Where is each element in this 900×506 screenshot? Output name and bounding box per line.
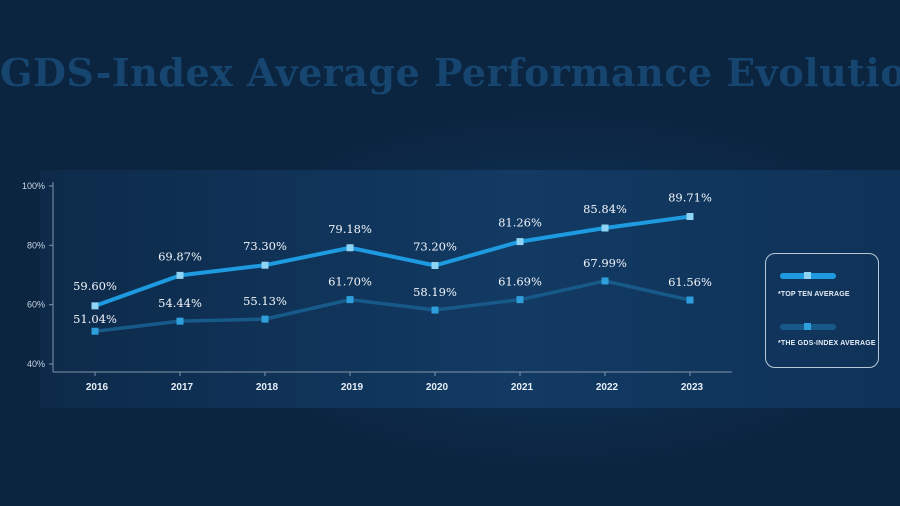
- x-tick-label: 2016: [86, 382, 109, 393]
- chart-value-labels: 59.60% 69.87% 73.30% 79.18% 73.20% 81.26% 85.8…: [73, 191, 712, 327]
- data-label-top-ten-2023: 89.71%: [668, 191, 712, 205]
- data-point-gds-index-2019: [346, 296, 354, 304]
- x-tick-label: 2018: [256, 382, 279, 393]
- x-tick-label: 2019: [341, 382, 364, 393]
- data-point-gds-index-2017: [176, 317, 184, 325]
- chart-lines: [91, 213, 694, 335]
- x-tick-label: 2020: [426, 382, 449, 393]
- data-point-gds-index-2021: [516, 296, 524, 304]
- data-point-top-ten-2016: [91, 302, 99, 310]
- x-tick-label: 2017: [171, 382, 194, 393]
- x-tick-label: 2022: [596, 382, 619, 393]
- series-line-top-ten: [93, 214, 692, 308]
- y-tick-label: 100%: [22, 181, 45, 191]
- chart-title: GDS-Index Average Performance Evolution: [0, 50, 900, 95]
- data-point-top-ten-2023: [686, 213, 694, 221]
- data-label-gds-index-2021: 61.69%: [498, 275, 542, 289]
- legend-label-gds-index: *THE GDS-INDEX AVERAGE: [778, 340, 876, 347]
- legend-marker-top-ten: [804, 272, 811, 279]
- data-point-gds-index-2020: [431, 306, 439, 314]
- y-tick-label: 40%: [27, 359, 45, 369]
- data-point-top-ten-2018: [261, 261, 269, 269]
- data-point-top-ten-2021: [516, 238, 524, 246]
- data-label-top-ten-2016: 59.60%: [73, 279, 117, 293]
- data-label-top-ten-2018: 73.30%: [243, 239, 287, 253]
- x-tick-label: 2021: [511, 382, 534, 393]
- data-label-gds-index-2018: 55.13%: [243, 294, 287, 308]
- data-label-gds-index-2020: 58.19%: [413, 285, 457, 299]
- data-label-top-ten-2021: 81.26%: [498, 216, 542, 230]
- data-point-gds-index-2022: [601, 277, 609, 285]
- data-point-gds-index-2018: [261, 315, 269, 323]
- legend-label-top-ten: *TOP TEN AVERAGE: [778, 291, 850, 298]
- data-point-top-ten-2022: [601, 224, 609, 232]
- y-tick-label: 80%: [27, 240, 45, 250]
- x-tick-label: 2023: [681, 382, 704, 393]
- chart-axes: 100% 80% 60% 40% 2016 2017 2018 2019 2020 2021 202…: [22, 181, 732, 393]
- data-point-top-ten-2019: [346, 244, 354, 252]
- data-point-gds-index-2023: [686, 296, 694, 304]
- data-label-top-ten-2019: 79.18%: [328, 222, 372, 236]
- y-tick-label: 60%: [27, 300, 45, 310]
- data-label-gds-index-2022: 67.99%: [583, 256, 627, 270]
- data-label-gds-index-2019: 61.70%: [328, 275, 372, 289]
- chart-panel: [40, 170, 900, 408]
- data-label-gds-index-2023: 61.56%: [668, 275, 712, 289]
- series-line-gds-index: [93, 279, 692, 333]
- data-point-top-ten-2017: [176, 271, 184, 279]
- data-point-top-ten-2020: [431, 262, 439, 270]
- data-label-gds-index-2016: 51.04%: [73, 312, 117, 326]
- data-label-top-ten-2022: 85.84%: [583, 202, 627, 216]
- data-label-top-ten-2017: 69.87%: [158, 249, 202, 263]
- data-label-top-ten-2020: 73.20%: [413, 240, 457, 254]
- legend-marker-gds-index: [804, 323, 811, 330]
- data-point-gds-index-2016: [91, 327, 99, 335]
- chart-legend: *TOP TEN AVERAGE *THE GDS-INDEX AVERAGE: [765, 253, 879, 368]
- data-label-gds-index-2017: 54.44%: [158, 296, 202, 310]
